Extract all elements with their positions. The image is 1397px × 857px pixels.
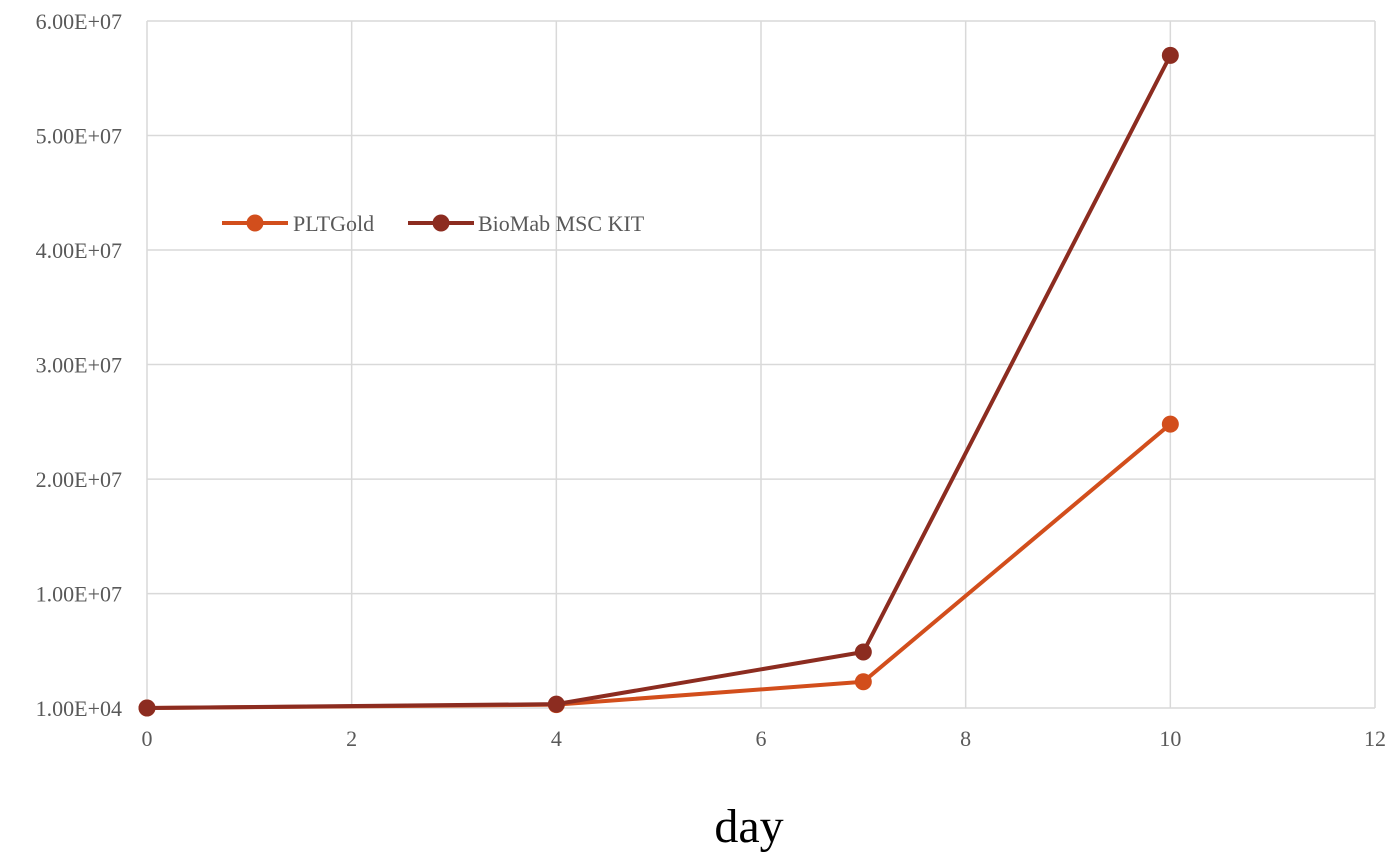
- series-line: [146, 54, 1173, 710]
- x-tick-label: 0: [142, 726, 153, 751]
- x-tick-label: 8: [960, 726, 971, 751]
- y-tick-label: 3.00E+07: [36, 353, 122, 378]
- legend-entry-1: PLTGold: [222, 211, 374, 236]
- x-tick-label: 4: [551, 726, 562, 751]
- grid: [146, 20, 1376, 708]
- x-tick-label: 12: [1364, 726, 1386, 751]
- x-tick-labels: 0 2 4 6 8 10 12: [142, 726, 1387, 751]
- y-tick-label: 6.00E+07: [36, 9, 122, 34]
- data-point: [1161, 415, 1179, 433]
- x-tick-label: 10: [1159, 726, 1181, 751]
- data-point: [854, 643, 872, 661]
- legend-entry-2: BioMab MSC KIT: [408, 211, 645, 236]
- legend-label: PLTGold: [293, 211, 374, 236]
- series-1: [138, 415, 1179, 717]
- data-point: [854, 673, 872, 691]
- legend: PLTGold BioMab MSC KIT: [222, 211, 645, 236]
- y-tick-label: 5.00E+07: [36, 124, 122, 149]
- data-point: [138, 699, 156, 717]
- data-point: [547, 695, 565, 713]
- x-axis-title: day: [714, 800, 783, 853]
- y-tick-label: 4.00E+07: [36, 238, 122, 263]
- y-tick-label: 2.00E+07: [36, 467, 122, 492]
- data-point: [1161, 46, 1179, 64]
- x-tick-label: 6: [756, 726, 767, 751]
- x-tick-label: 2: [346, 726, 357, 751]
- series: [138, 46, 1179, 717]
- y-tick-label: 1.00E+07: [36, 582, 122, 607]
- series-line: [146, 422, 1172, 710]
- series-2: [138, 46, 1179, 717]
- y-tick-labels: 1.00E+04 1.00E+07 2.00E+07 3.00E+07 4.00E+07…: [36, 9, 122, 721]
- y-tick-label: 1.00E+04: [36, 696, 122, 721]
- legend-swatch-marker: [246, 214, 264, 232]
- legend-label: BioMab MSC KIT: [478, 211, 645, 236]
- legend-swatch-marker: [432, 214, 450, 232]
